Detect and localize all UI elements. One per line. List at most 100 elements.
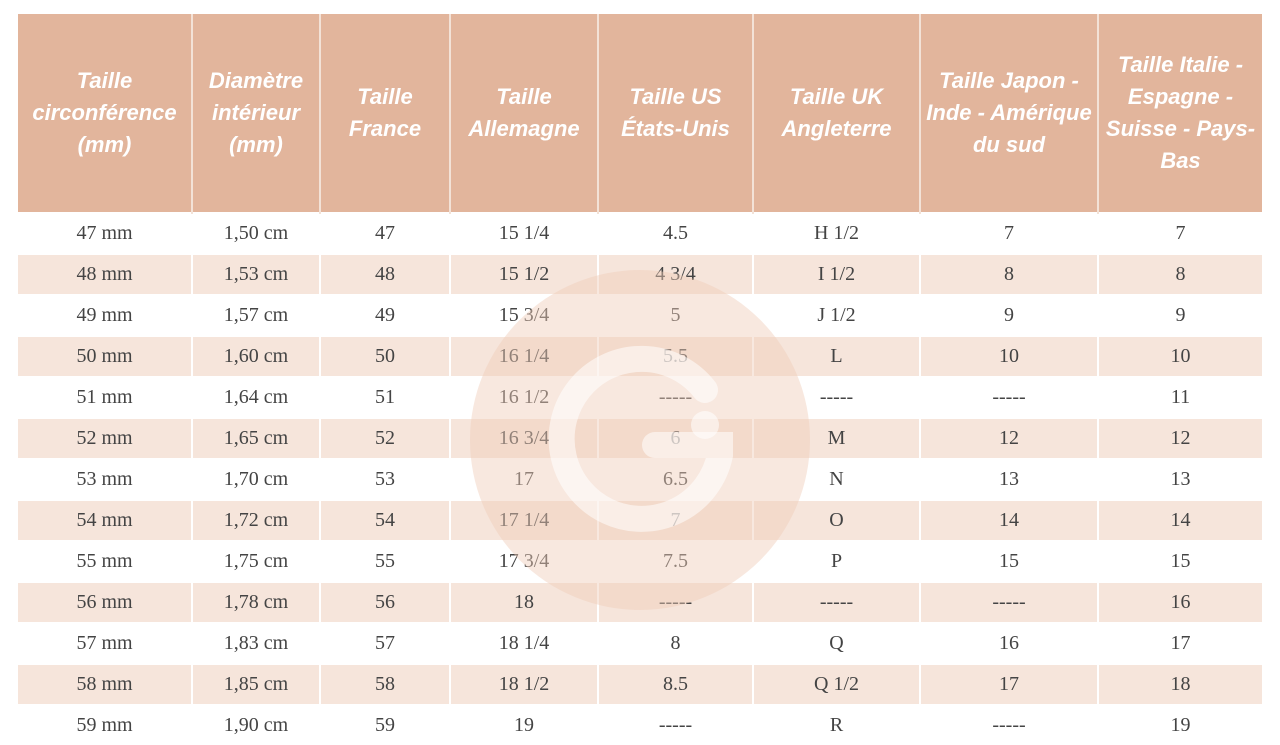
table-cell: 1,50 cm bbox=[191, 212, 320, 254]
table-cell: 1,90 cm bbox=[191, 704, 320, 745]
table-cell: 9 bbox=[1097, 294, 1262, 336]
table-cell: 17 1/4 bbox=[449, 499, 598, 541]
table-cell: ----- bbox=[919, 704, 1098, 745]
table-cell: 15 bbox=[1097, 540, 1262, 582]
column-header: Taille UK Angleterre bbox=[752, 14, 920, 213]
table-cell: ----- bbox=[752, 376, 920, 418]
table-cell: 13 bbox=[1097, 458, 1262, 500]
column-header: Taille Allemagne bbox=[449, 14, 598, 213]
table-row: 49 mm 1,57 cm 49 15 3/4 5 J 1/2 9 9 bbox=[18, 294, 1262, 336]
table-row: 54 mm 1,72 cm 54 17 1/4 7 O 14 14 bbox=[18, 499, 1262, 541]
table-row: 56 mm 1,78 cm 56 18 ----- ----- ----- 16 bbox=[18, 581, 1262, 623]
table-cell: 59 mm bbox=[18, 704, 192, 745]
table-cell: 17 bbox=[449, 458, 598, 500]
table-cell: 17 bbox=[1097, 622, 1262, 664]
table-cell: 15 1/2 bbox=[449, 253, 598, 295]
table-cell: 50 mm bbox=[18, 335, 192, 377]
table-cell: ----- bbox=[752, 581, 920, 623]
table-cell: 19 bbox=[1097, 704, 1262, 745]
table-cell: 18 bbox=[449, 581, 598, 623]
table-cell: 8.5 bbox=[597, 663, 753, 705]
table-cell: 57 bbox=[319, 622, 450, 664]
table-cell: I 1/2 bbox=[752, 253, 920, 295]
table-cell: 47 bbox=[319, 212, 450, 254]
table-cell: 16 3/4 bbox=[449, 417, 598, 459]
table-row: 48 mm 1,53 cm 48 15 1/2 4 3/4 I 1/2 8 8 bbox=[18, 253, 1262, 295]
table-cell: 53 mm bbox=[18, 458, 192, 500]
table-row: 52 mm 1,65 cm 52 16 3/4 6 M 12 12 bbox=[18, 417, 1262, 459]
table-cell: 7 bbox=[597, 499, 753, 541]
table-cell: 1,83 cm bbox=[191, 622, 320, 664]
table-row: 51 mm 1,64 cm 51 16 1/2 ----- ----- ----- 11 bbox=[18, 376, 1262, 418]
table-cell: 55 mm bbox=[18, 540, 192, 582]
table-cell: 16 bbox=[919, 622, 1098, 664]
table-cell: 48 bbox=[319, 253, 450, 295]
header-row: Taille circonférence (mm) Diamètre intéri… bbox=[18, 14, 1262, 213]
table-cell: Q 1/2 bbox=[752, 663, 920, 705]
table-cell: 11 bbox=[1097, 376, 1262, 418]
table-cell: P bbox=[752, 540, 920, 582]
table-cell: 57 mm bbox=[18, 622, 192, 664]
table-cell: 12 bbox=[1097, 417, 1262, 459]
column-header: Taille Italie - Espagne - Suisse - Pays-… bbox=[1097, 14, 1262, 213]
table-cell: 54 mm bbox=[18, 499, 192, 541]
table-cell: 1,75 cm bbox=[191, 540, 320, 582]
ring-size-table: Taille circonférence (mm) Diamètre intéri… bbox=[18, 14, 1262, 745]
column-header: Taille circonférence (mm) bbox=[18, 14, 192, 213]
column-header: Taille US États-Unis bbox=[597, 14, 753, 213]
table-cell: 51 mm bbox=[18, 376, 192, 418]
table-cell: 12 bbox=[919, 417, 1098, 459]
table-cell: ----- bbox=[919, 376, 1098, 418]
table-cell: 1,78 cm bbox=[191, 581, 320, 623]
table-cell: 53 bbox=[319, 458, 450, 500]
table-cell: 56 mm bbox=[18, 581, 192, 623]
table-cell: 8 bbox=[597, 622, 753, 664]
table-cell: 16 1/4 bbox=[449, 335, 598, 377]
table-cell: 7 bbox=[919, 212, 1098, 254]
table-cell: 10 bbox=[919, 335, 1098, 377]
table-cell: 15 3/4 bbox=[449, 294, 598, 336]
table-cell: 50 bbox=[319, 335, 450, 377]
table-cell: H 1/2 bbox=[752, 212, 920, 254]
table-row: 59 mm 1,90 cm 59 19 ----- R ----- 19 bbox=[18, 704, 1262, 745]
table-cell: 18 bbox=[1097, 663, 1262, 705]
table-cell: 49 bbox=[319, 294, 450, 336]
table-cell: 17 bbox=[919, 663, 1098, 705]
table-cell: 6.5 bbox=[597, 458, 753, 500]
table-row: 58 mm 1,85 cm 58 18 1/2 8.5 Q 1/2 17 18 bbox=[18, 663, 1262, 705]
table-cell: 55 bbox=[319, 540, 450, 582]
table-cell: 1,64 cm bbox=[191, 376, 320, 418]
table-cell: 1,60 cm bbox=[191, 335, 320, 377]
table-cell: 4 3/4 bbox=[597, 253, 753, 295]
table-cell: 17 3/4 bbox=[449, 540, 598, 582]
table-cell: 49 mm bbox=[18, 294, 192, 336]
table-cell: 48 mm bbox=[18, 253, 192, 295]
table-cell: 15 1/4 bbox=[449, 212, 598, 254]
table-cell: 1,57 cm bbox=[191, 294, 320, 336]
table-cell: 13 bbox=[919, 458, 1098, 500]
table-cell: 1,85 cm bbox=[191, 663, 320, 705]
table-cell: O bbox=[752, 499, 920, 541]
table-cell: 16 1/2 bbox=[449, 376, 598, 418]
table-row: 53 mm 1,70 cm 53 17 6.5 N 13 13 bbox=[18, 458, 1262, 500]
table-row: 47 mm 1,50 cm 47 15 1/4 4.5 H 1/2 7 7 bbox=[18, 212, 1262, 254]
table-cell: 5 bbox=[597, 294, 753, 336]
table-cell: 16 bbox=[1097, 581, 1262, 623]
table-cell: ----- bbox=[597, 704, 753, 745]
table-cell: M bbox=[752, 417, 920, 459]
table-cell: 58 bbox=[319, 663, 450, 705]
table-cell: 52 bbox=[319, 417, 450, 459]
table-cell: 54 bbox=[319, 499, 450, 541]
table-cell: ----- bbox=[919, 581, 1098, 623]
table-cell: 51 bbox=[319, 376, 450, 418]
table-cell: ----- bbox=[597, 376, 753, 418]
table-cell: 9 bbox=[919, 294, 1098, 336]
table-cell: J 1/2 bbox=[752, 294, 920, 336]
table-cell: 7.5 bbox=[597, 540, 753, 582]
table-cell: L bbox=[752, 335, 920, 377]
table-cell: 14 bbox=[1097, 499, 1262, 541]
table-cell: R bbox=[752, 704, 920, 745]
table-cell: 18 1/4 bbox=[449, 622, 598, 664]
table-cell: 56 bbox=[319, 581, 450, 623]
table-cell: 1,72 cm bbox=[191, 499, 320, 541]
